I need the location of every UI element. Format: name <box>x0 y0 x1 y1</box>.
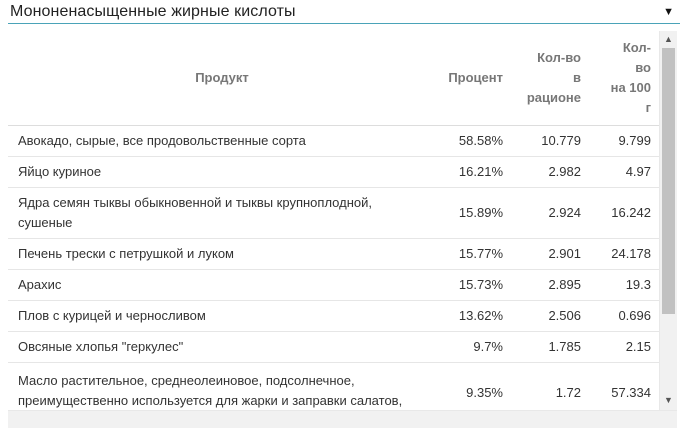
horizontal-scrollbar[interactable] <box>8 410 677 428</box>
table-row[interactable]: Плов с курицей и черносливом 13.62% 2.50… <box>8 300 659 332</box>
header-line: на 100 <box>610 79 651 95</box>
products-table-viewport: Продукт Процент Кол-во в рационе Кол- во… <box>8 31 659 410</box>
table-row[interactable]: Ядра семян тыквы обыкновенной и тыквы кр… <box>8 187 659 239</box>
scroll-down-arrow-icon[interactable]: ▼ <box>664 395 673 405</box>
cell-percent: 9.35% <box>466 385 503 401</box>
column-header-qty-100g[interactable]: Кол- во на 100 г <box>589 31 659 126</box>
cell-qty: 2.982 <box>511 156 589 188</box>
table-row[interactable]: Яйцо куриное 16.21% 2.982 4.97 <box>8 156 659 188</box>
cell-percent: 15.89% <box>436 187 511 239</box>
cell-per100: 9.799 <box>589 125 659 157</box>
header-line: во <box>635 59 651 75</box>
cell-per100: 24.178 <box>589 238 659 270</box>
header-line: рационе <box>526 89 581 105</box>
cell-product: Печень трески с петрушкой и луком <box>8 238 436 270</box>
cell-per100: 57.334 <box>611 385 651 401</box>
cell-percent: 16.21% <box>436 156 511 188</box>
nutrient-select[interactable]: Мононенасыщенные жирные кислоты ▼ <box>8 0 680 24</box>
table-row[interactable]: Печень трески с петрушкой и луком 15.77%… <box>8 238 659 270</box>
header-line: г <box>645 99 651 115</box>
vertical-scroll-thumb[interactable] <box>662 48 675 314</box>
triangle-down-icon[interactable]: ▼ <box>663 5 674 18</box>
cell-qty: 1.72 <box>555 385 581 401</box>
header-line: Кол-во <box>537 49 581 65</box>
table-row[interactable]: Арахис 15.73% 2.895 19.3 <box>8 269 659 301</box>
cell-qty: 2.924 <box>511 187 589 239</box>
cell-per100: 4.97 <box>589 156 659 188</box>
cell-product: Ядра семян тыквы обыкновенной и тыквы кр… <box>8 187 436 239</box>
cell-qty: 2.506 <box>511 300 589 332</box>
cell-product: Арахис <box>8 269 436 301</box>
column-header-percent[interactable]: Процент <box>436 31 511 126</box>
cell-qty: 2.895 <box>511 269 589 301</box>
table-row[interactable]: Авокадо, сырые, все продовольственные со… <box>8 125 659 157</box>
cell-per100: 0.696 <box>589 300 659 332</box>
column-header-qty-ration[interactable]: Кол-во в рационе <box>511 31 589 126</box>
cell-product: Плов с курицей и черносливом <box>8 300 436 332</box>
cell-qty: 10.779 <box>511 125 589 157</box>
cell-percent: 9.7% <box>436 331 511 363</box>
cell-product: Авокадо, сырые, все продовольственные со… <box>8 125 436 157</box>
cell-per100: 16.242 <box>589 187 659 239</box>
nutrient-select-value: Мононенасыщенные жирные кислоты <box>10 2 296 20</box>
cell-product: Овсяные хлопья "геркулес" <box>8 331 436 363</box>
table-row[interactable]: Масло растительное, среднеолеиновое, под… <box>8 362 659 410</box>
cell-per100: 19.3 <box>589 269 659 301</box>
table-header-row: Продукт Процент Кол-во в рационе Кол- во… <box>8 31 659 126</box>
header-line: Кол- <box>622 39 651 55</box>
cell-qty: 2.901 <box>511 238 589 270</box>
products-table-container: Продукт Процент Кол-во в рационе Кол- во… <box>8 31 677 410</box>
cell-product: Масло растительное, среднеолеиновое, под… <box>18 372 403 408</box>
table-row[interactable]: Овсяные хлопья "геркулес" 9.7% 1.785 2.1… <box>8 331 659 363</box>
cell-percent: 15.77% <box>436 238 511 270</box>
column-header-product[interactable]: Продукт <box>8 31 436 126</box>
cell-qty: 1.785 <box>511 331 589 363</box>
products-table: Продукт Процент Кол-во в рационе Кол- во… <box>8 31 659 410</box>
header-line: в <box>573 69 581 85</box>
cell-per100: 2.15 <box>589 331 659 363</box>
cell-product: Яйцо куриное <box>8 156 436 188</box>
vertical-scrollbar[interactable]: ▲ ▼ <box>659 31 677 410</box>
cell-percent: 15.73% <box>436 269 511 301</box>
scroll-up-arrow-icon[interactable]: ▲ <box>664 34 673 44</box>
cell-percent: 58.58% <box>436 125 511 157</box>
cell-percent: 13.62% <box>436 300 511 332</box>
